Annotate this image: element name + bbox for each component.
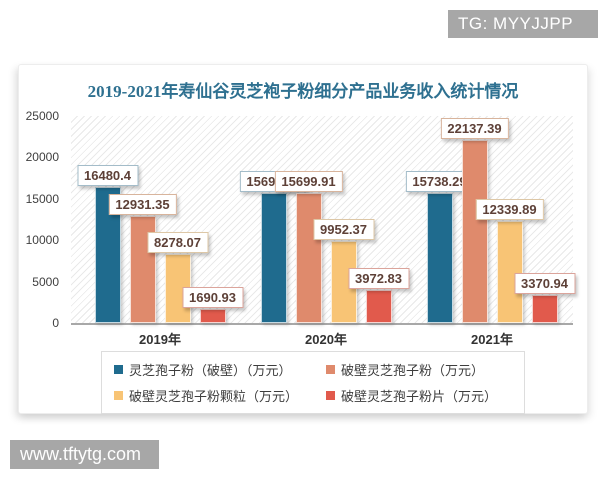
bar-slot: 8278.07 — [147, 116, 208, 323]
bar-value-label: 1690.93 — [182, 287, 243, 308]
y-tick-label: 20000 — [25, 150, 59, 165]
legend-label: 破壁灵芝孢子粉（万元） — [341, 363, 485, 378]
bar-value-label: 12339.89 — [475, 198, 544, 220]
bar — [426, 192, 453, 323]
bar-slot: 3972.83 — [348, 116, 409, 323]
telegram-watermark: TG: MYYJJPP — [448, 10, 598, 38]
bar-value-label: 16480.4 — [77, 164, 138, 186]
y-tick-label: 5000 — [32, 274, 59, 289]
bar — [496, 220, 523, 323]
legend-label: 灵芝孢子粉（破壁）（万元） — [129, 363, 292, 378]
legend-swatch — [114, 391, 123, 400]
bar-group-2019年: 16480.4 12931.35 8278.07 1690.93 — [77, 116, 243, 323]
bar-slot: 15699.91 — [274, 116, 343, 323]
legend-swatch — [326, 391, 335, 400]
bar — [295, 193, 322, 323]
y-tick-label: 10000 — [25, 233, 59, 248]
bar — [365, 290, 392, 323]
bar-slot: 3370.94 — [514, 116, 575, 323]
legend-item: 破壁灵芝孢子粉（万元） — [326, 360, 512, 379]
bar-value-label: 15738.29 — [405, 170, 474, 192]
bar-group-2020年: 15695.0715699.91 9952.37 3972.83 — [239, 116, 409, 323]
bar-slot: 22137.39 — [440, 116, 509, 323]
y-tick-label: 0 — [52, 316, 59, 330]
telegram-watermark-text: TG: MYYJJPP — [458, 14, 574, 33]
bar — [199, 309, 226, 323]
x-axis-label: 2019年 — [139, 332, 181, 347]
bar-slot: 9952.37 — [313, 116, 374, 323]
legend-label: 破壁灵芝孢子粉片（万元） — [341, 389, 498, 404]
legend-item: 破壁灵芝孢子粉片（万元） — [326, 386, 512, 405]
x-axis-label: 2021年 — [471, 332, 513, 347]
legend: 灵芝孢子粉（破壁）（万元） 破壁灵芝孢子粉（万元） 破壁灵芝孢子粉颗粒（万元） 破壁灵… — [101, 351, 525, 414]
y-axis: 25000 20000 15000 10000 5000 0 — [19, 109, 65, 330]
bar-value-label: 12931.35 — [108, 193, 177, 215]
legend-swatch — [114, 365, 123, 374]
bar-group-2021年: 15738.29 22137.39 12339.89 3370.94 — [405, 116, 575, 323]
bar-value-label: 3370.94 — [514, 273, 575, 295]
bar — [531, 295, 558, 323]
chart-title: 2019-2021年寿仙谷灵芝袍子粉细分产品业务收入统计情况 — [87, 82, 519, 101]
site-watermark-text: www.tftytg.com — [20, 444, 142, 464]
y-tick-label: 15000 — [25, 191, 59, 206]
bar-slot: 16480.4 — [77, 116, 138, 323]
legend-label: 破壁灵芝孢子粉颗粒（万元） — [129, 389, 299, 404]
bar — [461, 139, 488, 323]
bar-value-label: 15699.91 — [274, 171, 343, 193]
bar-value-label: 9952.37 — [313, 218, 374, 240]
legend-item: 灵芝孢子粉（破壁）（万元） — [114, 360, 326, 379]
x-axis: 2019年 2020年 2021年 — [71, 329, 573, 347]
plot-area: 16480.4 12931.35 8278.07 1690.9315695.07156… — [71, 116, 575, 325]
site-watermark: www.tftytg.com — [10, 440, 159, 469]
x-axis-label: 2020年 — [305, 332, 347, 347]
bar-value-label: 22137.39 — [440, 117, 509, 139]
bar-slot: 12339.89 — [475, 116, 544, 323]
bar-value-label: 8278.07 — [147, 232, 208, 254]
bar-slot: 12931.35 — [108, 116, 177, 323]
legend-swatch — [326, 365, 335, 374]
bar — [260, 193, 287, 323]
bar-slot: 15738.29 — [405, 116, 474, 323]
legend-item: 破壁灵芝孢子粉颗粒（万元） — [114, 386, 326, 405]
y-tick-label: 25000 — [25, 109, 59, 123]
bar-slot: 15695.07 — [239, 116, 308, 323]
chart-card: 2019-2021年寿仙谷灵芝袍子粉细分产品业务收入统计情况 25000 2000… — [18, 64, 588, 414]
bar-slot: 1690.93 — [182, 116, 243, 323]
bar-value-label: 3972.83 — [348, 268, 409, 290]
